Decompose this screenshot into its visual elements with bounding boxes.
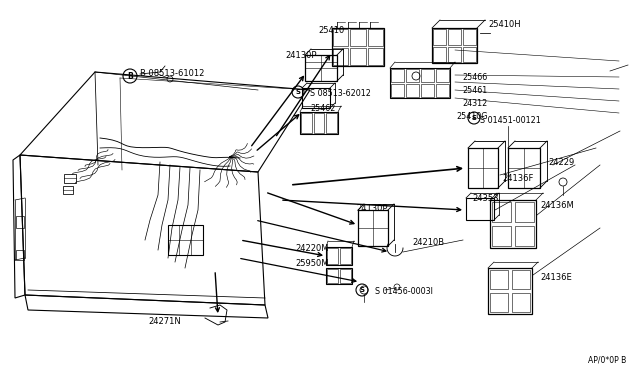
Bar <box>421 84 434 97</box>
Text: B: B <box>127 71 133 80</box>
Bar <box>490 270 508 289</box>
Bar <box>433 46 446 62</box>
Bar <box>305 55 337 81</box>
Text: S: S <box>360 287 365 293</box>
Bar <box>327 248 338 264</box>
Bar <box>326 247 352 265</box>
Bar <box>463 29 476 45</box>
Bar <box>350 29 365 46</box>
Bar <box>492 202 511 222</box>
Bar <box>302 88 330 108</box>
Text: 25950M: 25950M <box>295 260 328 269</box>
Bar <box>515 226 534 246</box>
Text: S 01451-00121: S 01451-00121 <box>480 115 541 125</box>
Bar <box>468 148 498 188</box>
Text: S: S <box>296 89 301 95</box>
Bar <box>327 269 338 283</box>
Text: B 08513-61012: B 08513-61012 <box>140 68 204 77</box>
Bar <box>16 216 24 228</box>
Text: 24229: 24229 <box>548 157 574 167</box>
Bar <box>367 29 383 46</box>
Bar <box>358 210 388 246</box>
Bar <box>367 48 383 65</box>
Bar <box>300 112 338 134</box>
Bar <box>492 226 511 246</box>
Bar <box>64 173 76 183</box>
Text: 24130P: 24130P <box>285 51 317 60</box>
Text: S 01456-0003l: S 01456-0003l <box>375 288 433 296</box>
Text: 25466: 25466 <box>462 73 487 81</box>
Text: 24220M: 24220M <box>295 244 328 253</box>
Bar <box>333 29 348 46</box>
Bar <box>433 29 446 45</box>
Bar <box>406 84 419 97</box>
Bar <box>508 148 540 188</box>
Bar <box>350 48 365 65</box>
Text: 24353: 24353 <box>472 193 499 202</box>
Text: 25410: 25410 <box>318 26 344 35</box>
Text: 24136M: 24136M <box>540 201 573 209</box>
Text: 25462: 25462 <box>310 103 335 112</box>
Bar <box>168 225 202 255</box>
Text: AP/0*0P B: AP/0*0P B <box>588 356 627 365</box>
Bar <box>326 113 337 133</box>
Bar <box>390 68 450 98</box>
Text: 25461: 25461 <box>462 86 487 94</box>
Bar <box>406 69 419 82</box>
Bar <box>301 113 312 133</box>
Text: S 08513-62012: S 08513-62012 <box>310 89 371 97</box>
Bar <box>421 69 434 82</box>
Text: 24130P: 24130P <box>356 203 387 212</box>
Bar <box>314 113 324 133</box>
Bar <box>436 84 449 97</box>
Text: 25410H: 25410H <box>488 19 520 29</box>
Bar <box>432 28 477 63</box>
Text: 24210B: 24210B <box>412 237 444 247</box>
Bar <box>488 268 532 314</box>
Bar <box>391 69 404 82</box>
Bar <box>448 46 461 62</box>
Text: 24271N: 24271N <box>148 317 180 327</box>
Bar <box>332 28 384 66</box>
Bar <box>340 269 351 283</box>
Bar <box>16 250 24 260</box>
Bar <box>512 270 530 289</box>
Bar <box>63 186 73 194</box>
Bar <box>466 198 494 220</box>
Bar <box>490 200 536 248</box>
Text: S: S <box>472 115 477 121</box>
Bar <box>326 268 352 284</box>
Text: 24136F: 24136F <box>502 173 533 183</box>
Bar <box>463 46 476 62</box>
Bar <box>490 293 508 312</box>
Bar <box>333 48 348 65</box>
Bar <box>515 202 534 222</box>
Bar <box>512 293 530 312</box>
Text: 25410G: 25410G <box>456 112 488 121</box>
Bar <box>340 248 351 264</box>
Bar <box>391 84 404 97</box>
Bar <box>448 29 461 45</box>
Text: 24136E: 24136E <box>540 273 572 282</box>
Text: 24312: 24312 <box>462 99 487 108</box>
Bar <box>436 69 449 82</box>
